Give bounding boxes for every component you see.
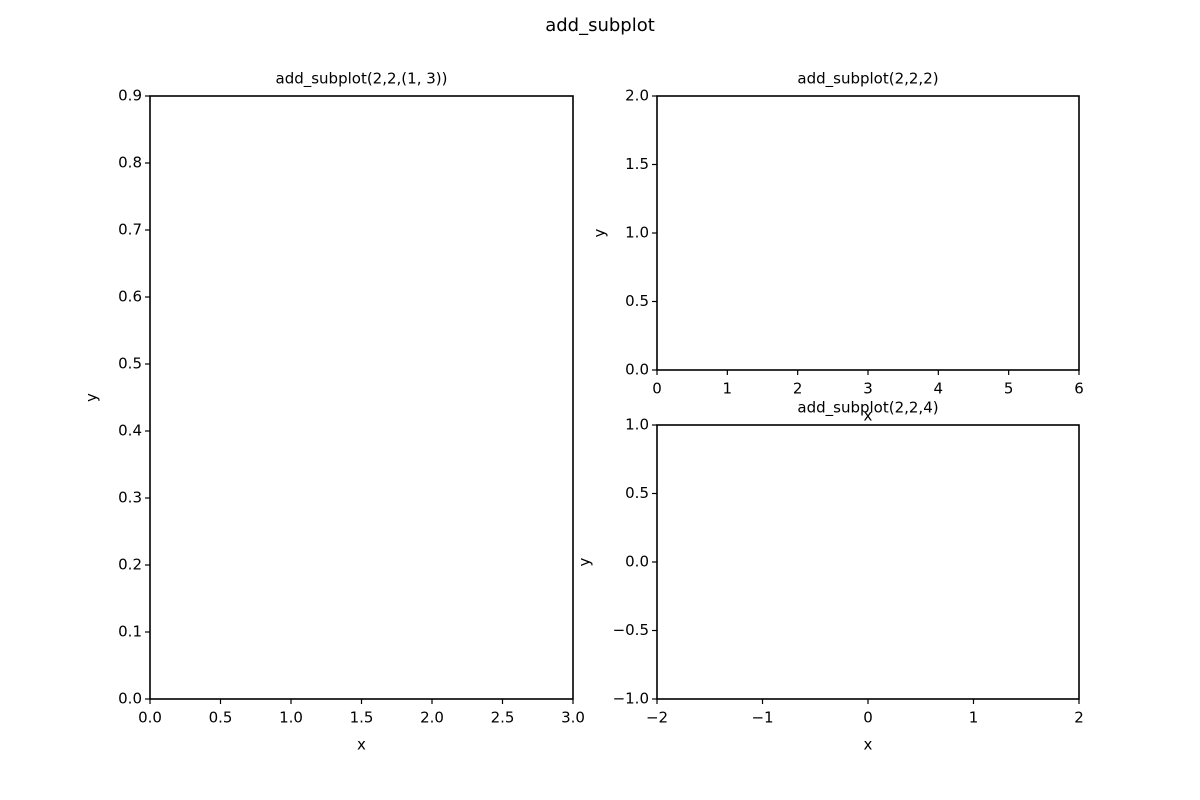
x-tick-label: 0.5 <box>209 709 233 727</box>
y-tick-label: 1.0 <box>625 224 649 242</box>
y-tick-label: 0.1 <box>118 623 142 641</box>
y-axis-label: y <box>591 228 609 237</box>
x-axis-label: x <box>864 407 873 425</box>
y-tick-label: 1.0 <box>625 416 649 434</box>
x-tick-label: 2.5 <box>491 709 515 727</box>
axes-frame <box>656 95 1080 371</box>
x-tick-label: 1 <box>723 380 733 398</box>
y-tick-label: −1.0 <box>613 690 649 708</box>
x-tick-label: −1 <box>751 709 773 727</box>
x-tick-label: 1.5 <box>350 709 374 727</box>
x-tick-label: 2 <box>1074 709 1084 727</box>
x-tick-label: 3 <box>863 380 873 398</box>
x-tick-label: 3.0 <box>561 709 585 727</box>
axes-title: add_subplot(2,2,(1, 3)) <box>276 70 448 89</box>
x-axis-label: x <box>864 736 873 754</box>
y-tick-label: 0.0 <box>118 690 142 708</box>
axes-title: add_subplot(2,2,4) <box>797 399 938 418</box>
y-tick-label: 0.2 <box>118 556 142 574</box>
x-tick-label: 6 <box>1074 380 1084 398</box>
y-tick-label: 0.8 <box>118 154 142 172</box>
x-axis-label: x <box>357 736 366 754</box>
y-tick-label: 0.0 <box>625 553 649 571</box>
x-tick-label: 0.0 <box>138 709 162 727</box>
y-tick-label: 0.5 <box>118 355 142 373</box>
axes-frame <box>149 95 574 700</box>
axes-title: add_subplot(2,2,2) <box>797 70 938 89</box>
y-tick-label: 0.7 <box>118 221 142 239</box>
x-tick-label: 5 <box>1004 380 1014 398</box>
x-tick-label: 4 <box>934 380 944 398</box>
y-axis-label: y <box>576 557 594 566</box>
y-tick-label: −0.5 <box>613 621 649 639</box>
y-tick-label: 0.4 <box>118 422 142 440</box>
y-tick-label: 0.9 <box>118 87 142 105</box>
y-tick-label: 0.5 <box>625 292 649 310</box>
x-tick-label: 0 <box>863 709 873 727</box>
y-tick-label: 0.6 <box>118 288 142 306</box>
x-tick-label: −2 <box>646 709 668 727</box>
y-tick-label: 0.0 <box>625 361 649 379</box>
axes-frame <box>656 424 1080 700</box>
x-tick-label: 2.0 <box>420 709 444 727</box>
y-tick-label: 0.5 <box>625 484 649 502</box>
x-tick-label: 1.0 <box>279 709 303 727</box>
x-tick-label: 1 <box>969 709 979 727</box>
y-tick-label: 1.5 <box>625 155 649 173</box>
figure-title: add_subplot <box>545 15 655 36</box>
x-tick-label: 2 <box>793 380 803 398</box>
x-tick-label: 0 <box>652 380 662 398</box>
y-tick-label: 2.0 <box>625 87 649 105</box>
y-tick-label: 0.3 <box>118 489 142 507</box>
y-axis-label: y <box>83 393 101 402</box>
